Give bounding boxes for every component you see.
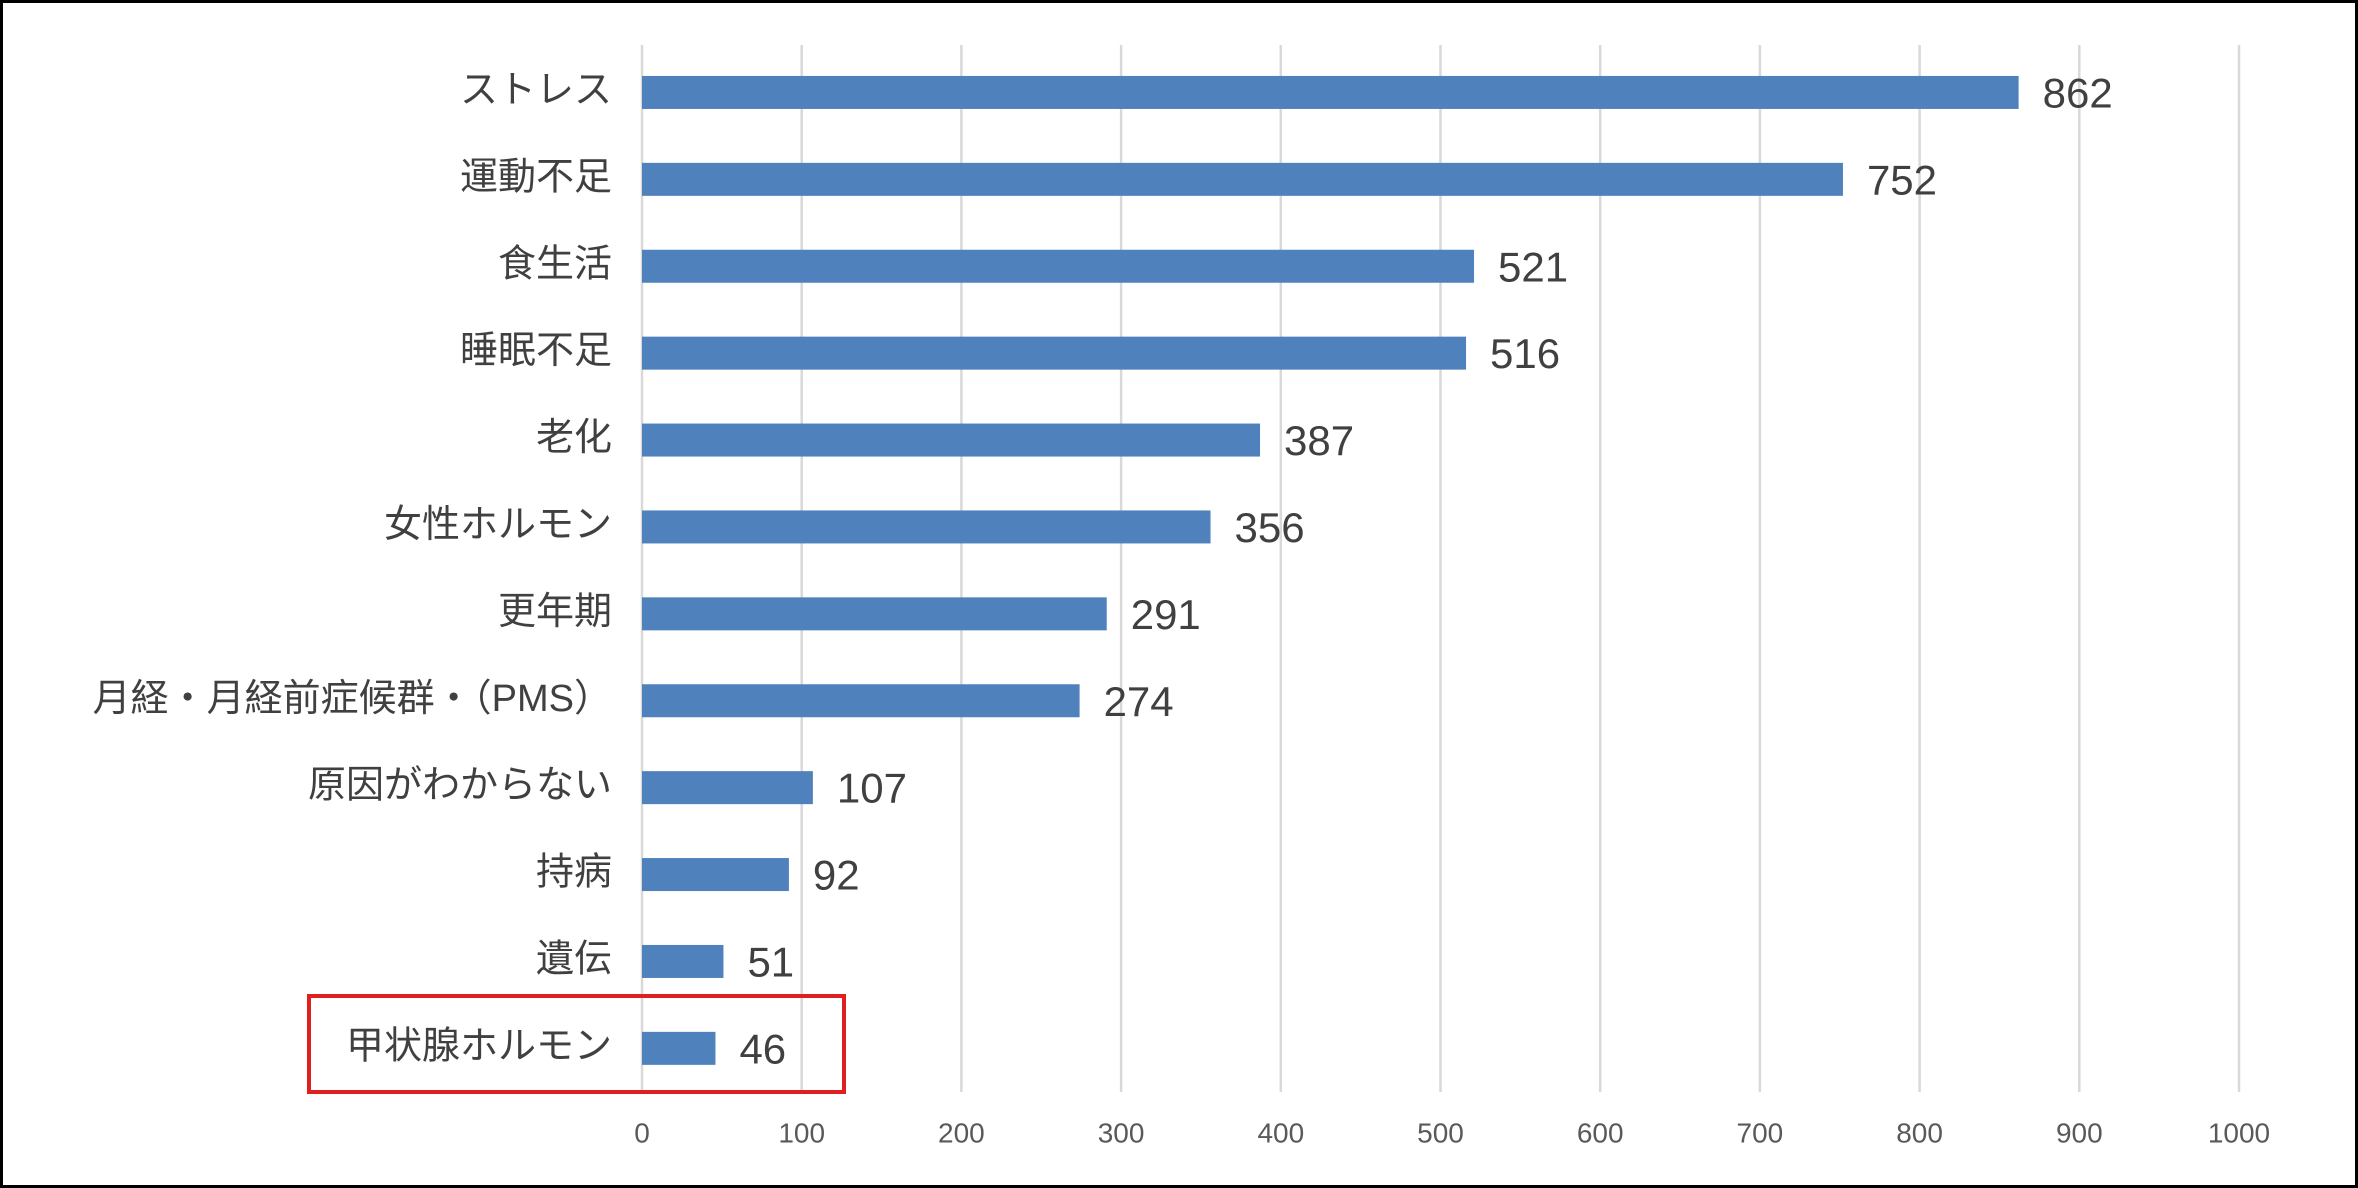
bar: [642, 336, 1467, 370]
y-tick-label: 食生活: [498, 243, 612, 285]
value-label: 862: [2043, 70, 2113, 117]
bar: [642, 597, 1107, 631]
value-label: 274: [1104, 678, 1174, 725]
x-tick-label: 400: [1257, 1117, 1304, 1148]
y-tick-label: 月経・月経前症候群・（PMS）: [93, 678, 612, 720]
y-tick-label: 原因がわからない: [308, 765, 612, 807]
y-tick-label: 持病: [536, 852, 612, 894]
x-tick-label: 900: [2056, 1117, 2103, 1148]
y-tick-label: 睡眠不足: [460, 330, 612, 372]
value-label: 356: [1235, 504, 1305, 551]
value-label: 516: [1490, 330, 1560, 377]
value-label: 51: [747, 939, 794, 986]
y-tick-label: 運動不足: [460, 156, 612, 198]
value-label: 46: [739, 1025, 786, 1072]
y-tick-label: 甲状腺ホルモン: [346, 1025, 612, 1067]
value-label: 291: [1131, 591, 1201, 638]
bar: [642, 510, 1211, 544]
y-tick-label: ストレス: [460, 69, 612, 111]
value-label: 107: [837, 765, 907, 812]
bar: [642, 858, 789, 892]
bar: [642, 162, 1843, 196]
x-tick-label: 200: [938, 1117, 985, 1148]
x-tick-label: 700: [1737, 1117, 1784, 1148]
y-tick-label: 老化: [536, 417, 612, 459]
x-tick-label: 100: [778, 1117, 825, 1148]
x-tick-label: 500: [1417, 1117, 1464, 1148]
x-tick-label: 1000: [2208, 1117, 2270, 1148]
x-tick-label: 0: [634, 1117, 650, 1148]
y-tick-label: 更年期: [498, 591, 612, 633]
value-label: 387: [1284, 417, 1354, 464]
bar: [642, 75, 2019, 109]
bar: [642, 423, 1261, 457]
value-label: 92: [813, 852, 860, 899]
bar: [642, 944, 724, 978]
highlight-box: [307, 994, 846, 1094]
bar: [642, 1031, 716, 1065]
value-label: 752: [1867, 156, 1937, 203]
bar: [642, 771, 813, 805]
bar: [642, 684, 1080, 718]
value-label: 521: [1498, 243, 1568, 290]
x-tick-label: 300: [1098, 1117, 1145, 1148]
x-tick-label: 600: [1577, 1117, 1624, 1148]
bar: [642, 249, 1475, 283]
y-tick-label: 遺伝: [536, 938, 612, 980]
x-tick-label: 800: [1896, 1117, 1943, 1148]
y-tick-label: 女性ホルモン: [384, 504, 612, 546]
